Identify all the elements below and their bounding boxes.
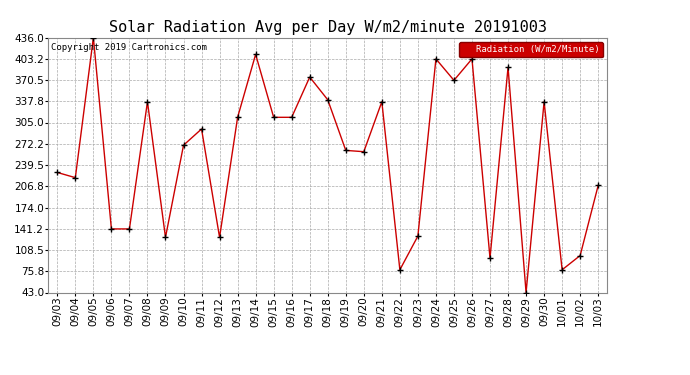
Title: Solar Radiation Avg per Day W/m2/minute 20191003: Solar Radiation Avg per Day W/m2/minute … xyxy=(109,20,546,35)
Legend: Radiation (W/m2/Minute): Radiation (W/m2/Minute) xyxy=(460,42,602,57)
Text: Copyright 2019 Cartronics.com: Copyright 2019 Cartronics.com xyxy=(51,43,207,52)
